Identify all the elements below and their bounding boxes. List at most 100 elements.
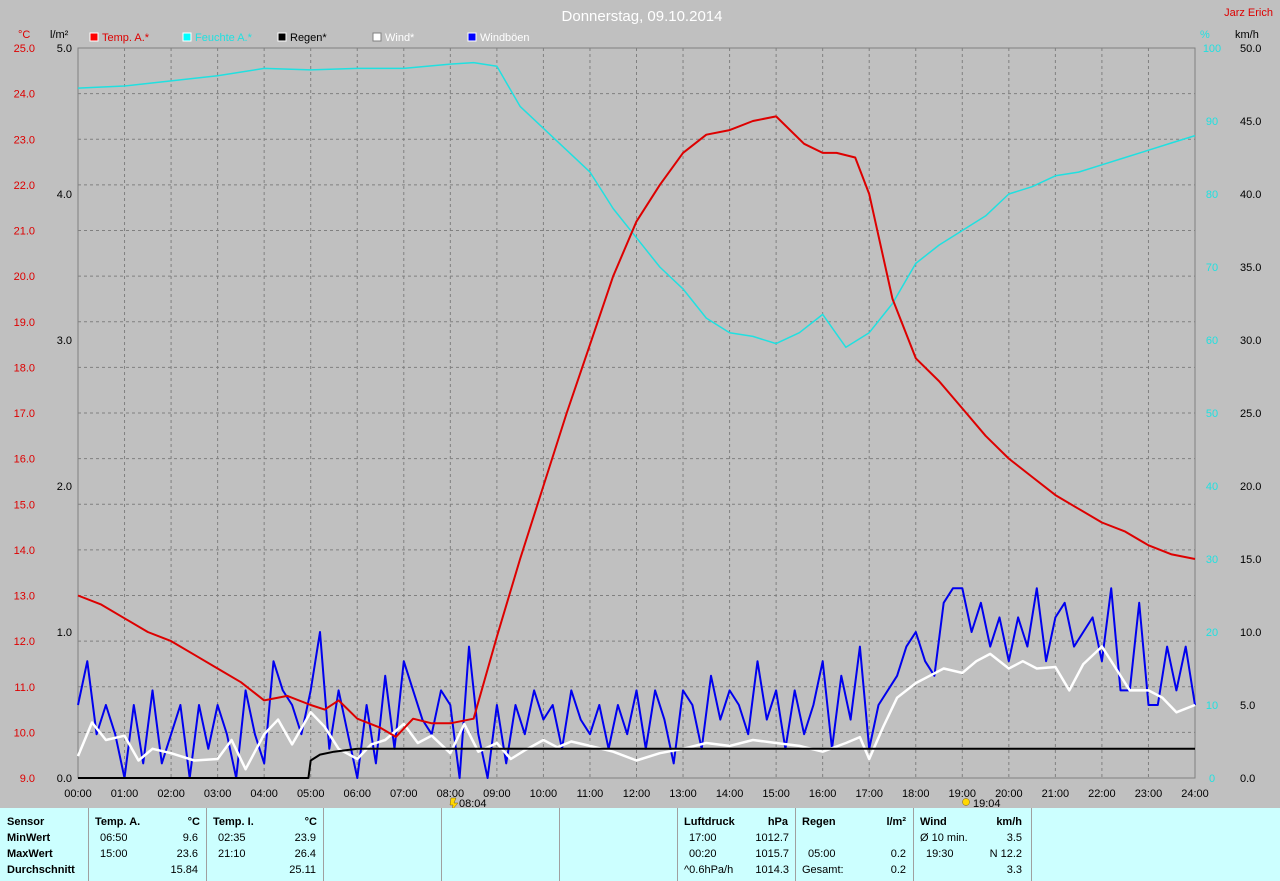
humidity-tick-label: 100 bbox=[1203, 43, 1221, 55]
temp-tick-label: 9.0 bbox=[20, 773, 35, 785]
x-tick-label: 06:00 bbox=[343, 788, 371, 800]
statistics-panel: Sensor MinWert MaxWert Durchschnitt Temp… bbox=[0, 808, 1280, 881]
x-tick-label: 19:00 bbox=[949, 788, 977, 800]
x-tick-label: 14:00 bbox=[716, 788, 744, 800]
temp-tick-label: 25.0 bbox=[14, 43, 35, 55]
pressure-header: Luftdruck bbox=[684, 816, 735, 828]
temp-tick-label: 15.0 bbox=[14, 499, 35, 511]
x-tick-label: 00:00 bbox=[64, 788, 92, 800]
legend-item-rain: Regen* bbox=[277, 32, 327, 44]
wind-axis-unit: km/h bbox=[1235, 29, 1259, 41]
humidity-tick-label: 40 bbox=[1206, 481, 1218, 493]
legend-label-wind: Wind* bbox=[385, 32, 415, 44]
temp-tick-label: 14.0 bbox=[14, 545, 35, 557]
rain-header: Regen bbox=[802, 816, 836, 828]
x-tick-label: 11:00 bbox=[577, 788, 604, 800]
temp-i-average: 25.11 bbox=[289, 864, 316, 876]
temp-a-max-time: 15:00 bbox=[100, 848, 128, 860]
temp-a-max-value: 23.6 bbox=[176, 848, 198, 860]
humidity-tick-label: 20 bbox=[1206, 627, 1218, 639]
legend: Temp. A.* Feuchte A.* Regen* Wind* Windb… bbox=[89, 32, 530, 44]
wind-tick-label: 25.0 bbox=[1240, 408, 1261, 420]
temp-tick-label: 18.0 bbox=[14, 362, 35, 374]
rain-tick-label: 3.0 bbox=[57, 335, 72, 347]
sunset-time: 19:04 bbox=[973, 798, 1001, 808]
x-tick-label: 18:00 bbox=[902, 788, 930, 800]
temp-a-header: Temp. A. bbox=[95, 816, 141, 828]
temp-tick-label: 17.0 bbox=[14, 408, 35, 420]
temp-axis-unit: °C bbox=[18, 29, 30, 41]
x-tick-label: 02:00 bbox=[157, 788, 185, 800]
pressure-min-value: 1012.7 bbox=[755, 832, 789, 844]
temp-tick-label: 13.0 bbox=[14, 591, 35, 603]
sunrise-icon bbox=[449, 797, 459, 808]
temp-a-average: 15.84 bbox=[170, 864, 198, 876]
legend-label-gusts: Windböen bbox=[480, 32, 530, 44]
wind-tick-label: 20.0 bbox=[1240, 481, 1261, 493]
weather-chart: 00:00 01:00 02:00 03:00 04:00 05:00 06:00 07:00… bbox=[13, 7, 1273, 808]
temp-tick-label: 19.0 bbox=[14, 317, 35, 329]
humidity-tick-label: 30 bbox=[1206, 554, 1218, 566]
legend-label-rain: Regen* bbox=[290, 32, 327, 44]
rain-max-value: 0.2 bbox=[890, 848, 906, 860]
x-tick-label: 21:00 bbox=[1042, 788, 1070, 800]
x-tick-label: 13:00 bbox=[669, 788, 697, 800]
rain-tick-label: 1.0 bbox=[57, 627, 72, 639]
temp-i-max-value: 26.4 bbox=[294, 848, 316, 860]
temp-tick-label: 12.0 bbox=[14, 636, 35, 648]
rain-line bbox=[78, 747, 1195, 779]
wind-tick-label: 30.0 bbox=[1240, 335, 1261, 347]
temp-i-max-time: 21:10 bbox=[218, 848, 246, 860]
pressure-max-value: 1015.7 bbox=[755, 848, 789, 860]
wind-max-time: 19:30 bbox=[926, 848, 954, 860]
x-tick-label: 08:00 bbox=[437, 788, 465, 800]
x-tick-label: 09:00 bbox=[483, 788, 511, 800]
legend-swatch-rain bbox=[277, 32, 287, 42]
x-tick-label: 22:00 bbox=[1088, 788, 1116, 800]
pressure-trend-value: 1014.3 bbox=[755, 864, 789, 876]
divider bbox=[559, 808, 560, 881]
gust-line bbox=[77, 587, 1196, 779]
divider bbox=[323, 808, 324, 881]
temp-tick-label: 10.0 bbox=[14, 727, 35, 739]
x-tick-label: 07:00 bbox=[390, 788, 418, 800]
humidity-tick-label: 80 bbox=[1206, 189, 1218, 201]
temp-i-min-time: 02:35 bbox=[218, 832, 246, 844]
sunrise-time: 08:04 bbox=[459, 798, 487, 808]
humidity-tick-label: 10 bbox=[1206, 700, 1218, 712]
temperature-line bbox=[77, 115, 1196, 738]
legend-swatch-humidity bbox=[182, 32, 192, 42]
x-tick-label: 10:00 bbox=[530, 788, 558, 800]
x-tick-label: 03:00 bbox=[204, 788, 232, 800]
humidity-line bbox=[77, 61, 1196, 349]
rain-unit: l/m² bbox=[886, 816, 906, 828]
sunrise-marker: 08:04 bbox=[449, 797, 487, 808]
rain-total-value: 0.2 bbox=[890, 864, 906, 876]
temp-tick-label: 16.0 bbox=[14, 454, 35, 466]
axes-layer: 00:00 01:00 02:00 03:00 04:00 05:00 06:00 07:00… bbox=[14, 43, 1262, 800]
legend-item-wind: Wind* bbox=[372, 32, 415, 44]
humidity-tick-label: 70 bbox=[1206, 262, 1218, 274]
rain-tick-label: 2.0 bbox=[57, 481, 72, 493]
row-label-min: MinWert bbox=[7, 832, 51, 844]
temp-a-unit: °C bbox=[187, 816, 200, 828]
temp-tick-label: 22.0 bbox=[14, 180, 35, 192]
wind-line bbox=[76, 645, 1196, 771]
wind-tick-label: 35.0 bbox=[1240, 262, 1261, 274]
author-label: Jarz Erich bbox=[1224, 7, 1273, 19]
temp-tick-label: 23.0 bbox=[14, 134, 35, 146]
wind-header: Wind bbox=[920, 816, 947, 828]
row-label-max: MaxWert bbox=[7, 848, 53, 860]
humidity-tick-label: 90 bbox=[1206, 116, 1218, 128]
humidity-tick-label: 0 bbox=[1209, 773, 1215, 785]
sunset-icon bbox=[962, 798, 970, 806]
pressure-min-time: 17:00 bbox=[689, 832, 717, 844]
x-tick-label: 16:00 bbox=[809, 788, 837, 800]
divider bbox=[1031, 808, 1032, 881]
rain-max-time: 05:00 bbox=[808, 848, 836, 860]
wind-tick-label: 50.0 bbox=[1240, 43, 1261, 55]
grid bbox=[78, 48, 1195, 778]
pressure-unit: hPa bbox=[767, 816, 788, 828]
row-label-avg: Durchschnitt bbox=[7, 864, 75, 876]
legend-swatch-gusts bbox=[467, 32, 477, 42]
